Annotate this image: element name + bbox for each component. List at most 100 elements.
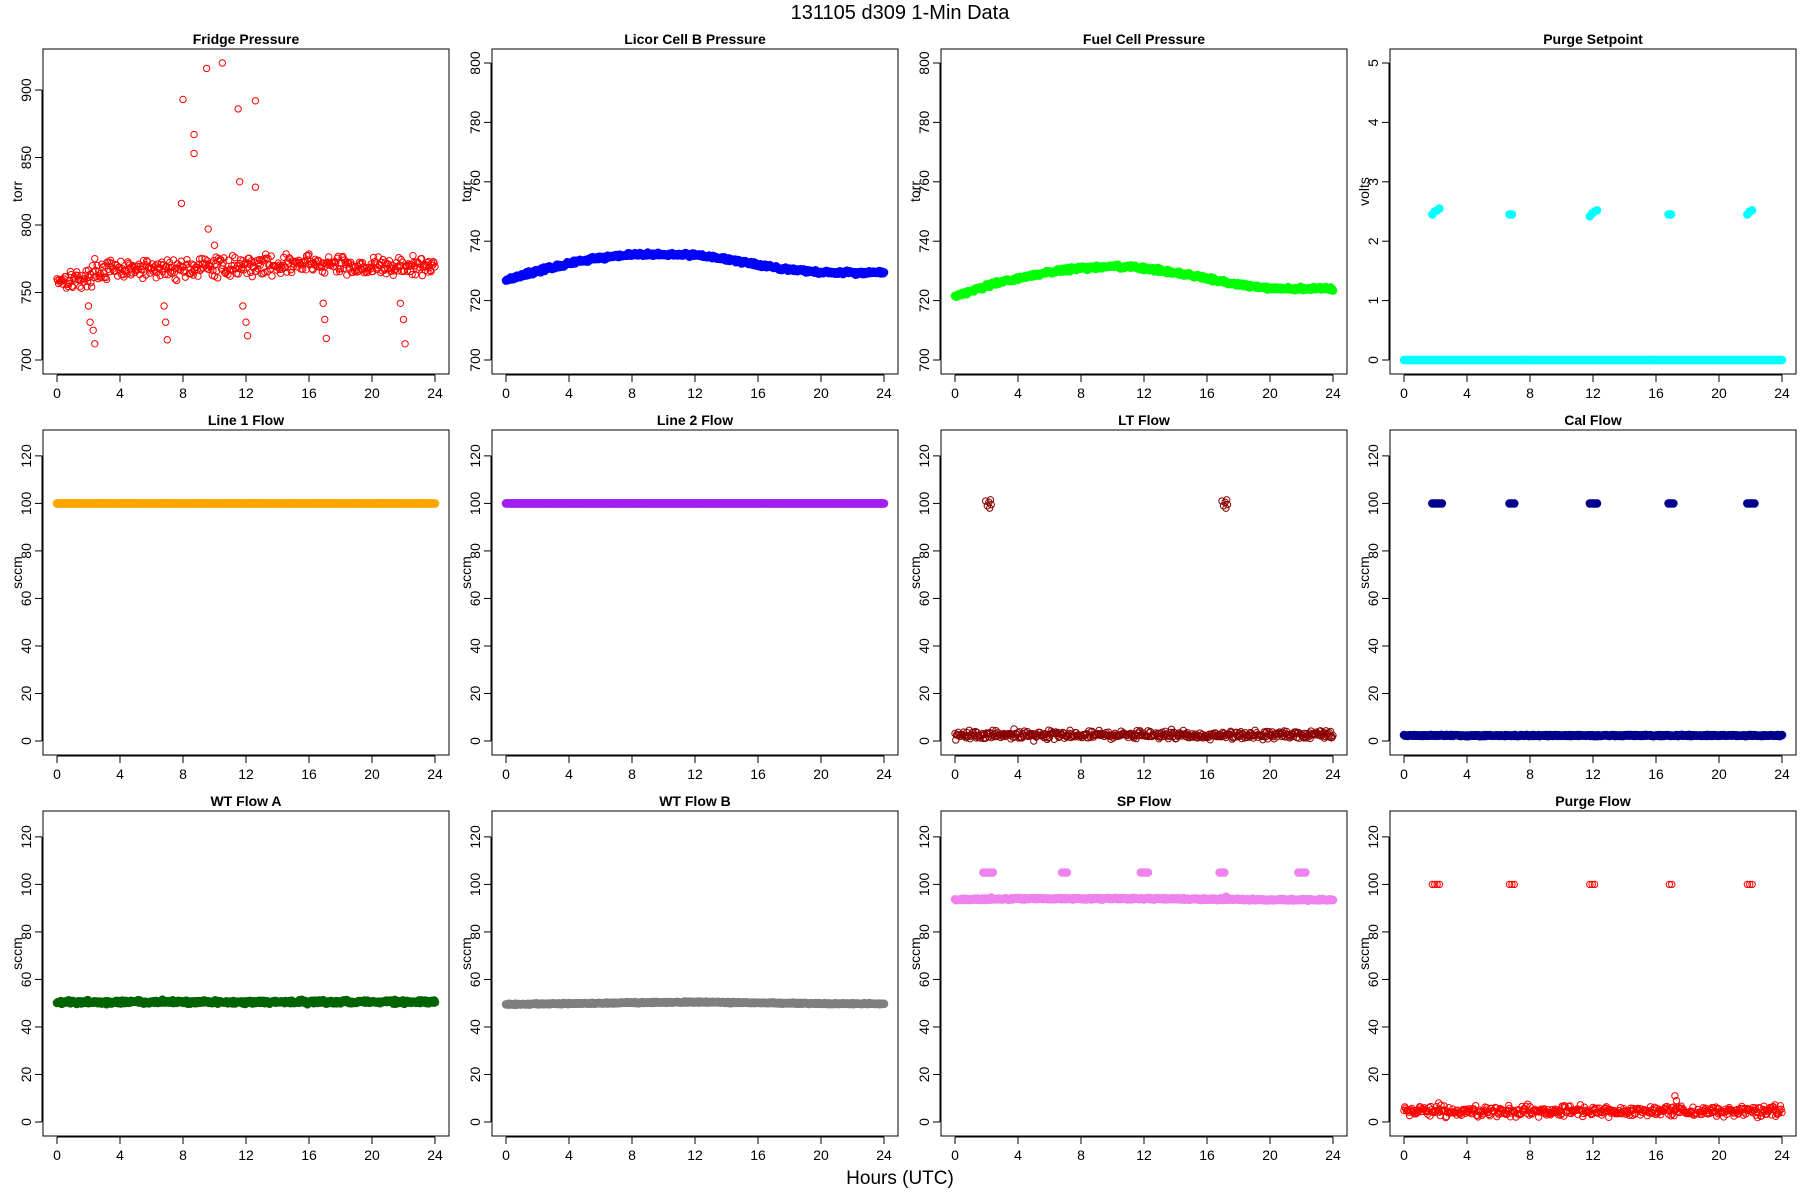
y-tick-label: 120 — [18, 825, 34, 849]
y-tick-label: 720 — [916, 289, 932, 313]
data-point — [287, 268, 296, 277]
data-points — [950, 260, 1338, 302]
x-tick-label: 12 — [238, 385, 254, 401]
data-point — [402, 262, 410, 270]
plot-frame — [42, 429, 450, 756]
x-tick-label: 20 — [364, 766, 380, 782]
y-tick-label: 60 — [467, 590, 483, 606]
y-tick-label: 700 — [916, 348, 932, 372]
x-tick-label: 24 — [1774, 385, 1790, 401]
data-point — [143, 257, 151, 265]
data-point — [289, 263, 297, 271]
x-tick-label: 4 — [565, 766, 573, 782]
x-tick-label: 12 — [1136, 385, 1152, 401]
data-point — [259, 269, 268, 278]
data-point — [1437, 499, 1447, 508]
data-point — [71, 276, 79, 284]
data-point — [236, 178, 244, 186]
plot-frame — [491, 810, 899, 1137]
x-tick-label: 4 — [1463, 385, 1471, 401]
data-point — [95, 267, 103, 276]
chart-title: Licor Cell B Pressure — [624, 31, 766, 47]
data-point — [1592, 499, 1602, 508]
data-point — [1669, 499, 1678, 508]
y-tick-label: 40 — [916, 638, 932, 654]
data-points — [52, 995, 440, 1009]
x-tick-label: 4 — [1463, 766, 1471, 782]
data-point — [152, 274, 160, 282]
x-tick-label: 8 — [1077, 385, 1085, 401]
data-point — [1435, 204, 1444, 213]
data-point — [409, 251, 417, 260]
x-tick-label: 12 — [687, 1147, 703, 1163]
data-point — [251, 97, 260, 105]
data-points — [501, 997, 889, 1010]
x-tick-label: 24 — [876, 766, 892, 782]
data-point — [117, 257, 125, 265]
x-tick-label: 0 — [53, 1147, 61, 1163]
data-point — [1509, 499, 1519, 508]
x-tick-label: 0 — [502, 385, 510, 401]
y-tick-label: 20 — [916, 685, 932, 701]
data-point — [213, 274, 222, 282]
data-point — [239, 302, 247, 310]
data-point — [1592, 206, 1602, 215]
data-point — [879, 268, 889, 277]
x-tick-label: 8 — [1077, 766, 1085, 782]
data-point — [1750, 499, 1759, 508]
data-point — [171, 275, 179, 283]
data-point — [220, 254, 228, 262]
chart-title: Fuel Cell Pressure — [1083, 31, 1205, 47]
data-point — [369, 267, 377, 276]
data-point — [183, 255, 191, 264]
x-tick-label: 20 — [813, 1147, 829, 1163]
data-point — [395, 253, 403, 262]
x-tick-label: 4 — [565, 1147, 573, 1163]
data-point — [406, 262, 414, 270]
y-tick-label: 120 — [18, 444, 34, 468]
x-tick-label: 12 — [238, 766, 254, 782]
x-tick-label: 20 — [1711, 766, 1727, 782]
data-point — [87, 278, 95, 287]
data-point — [180, 266, 189, 274]
x-tick-label: 16 — [301, 385, 317, 401]
y-tick-label: 80 — [467, 543, 483, 559]
chart-title: LT Flow — [1118, 412, 1170, 428]
data-point — [189, 271, 197, 279]
data-point — [102, 275, 111, 284]
y-tick-label: 80 — [18, 924, 34, 940]
chart-title: Fridge Pressure — [193, 31, 300, 47]
data-point — [228, 251, 237, 260]
data-point — [319, 299, 327, 307]
x-tick-label: 16 — [750, 385, 766, 401]
y-tick-label: 1 — [1365, 296, 1381, 304]
data-points — [1399, 204, 1787, 365]
y-tick-label: 40 — [18, 638, 34, 654]
y-tick-label: 740 — [916, 229, 932, 253]
data-point — [305, 250, 313, 258]
chart-title: Line 2 Flow — [657, 412, 733, 428]
data-point — [334, 252, 342, 261]
plot-frame — [940, 429, 1348, 756]
y-tick-label: 0 — [18, 1118, 34, 1126]
x-tick-label: 24 — [876, 385, 892, 401]
data-point — [190, 149, 198, 158]
x-tick-label: 4 — [116, 385, 124, 401]
x-tick-label: 4 — [116, 1147, 124, 1163]
x-tick-label: 0 — [951, 766, 959, 782]
x-tick-label: 24 — [427, 766, 443, 782]
data-point — [1777, 355, 1787, 365]
data-point — [161, 318, 170, 326]
data-point — [163, 336, 171, 344]
data-point — [1507, 210, 1517, 219]
x-tick-label: 12 — [687, 766, 703, 782]
data-points — [951, 496, 1337, 745]
y-tick-label: 120 — [467, 825, 483, 849]
y-axis-label: sccm — [1356, 556, 1372, 589]
y-tick-label: 780 — [467, 111, 483, 135]
y-tick-label: 40 — [18, 1019, 34, 1035]
y-tick-label: 100 — [916, 492, 932, 516]
y-tick-label: 750 — [18, 281, 34, 305]
